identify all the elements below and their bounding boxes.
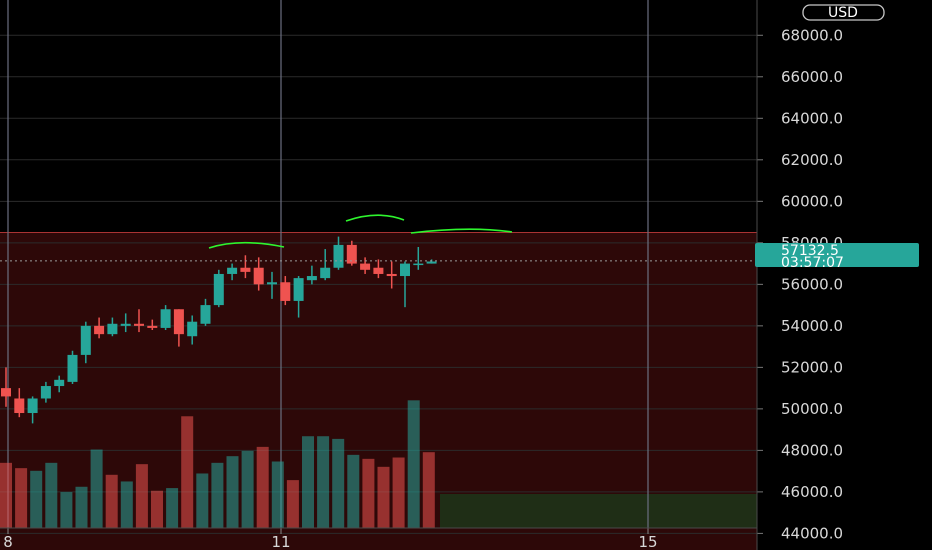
candle-body: [293, 278, 304, 301]
volume-bar: [226, 456, 239, 528]
price-tag: [755, 243, 919, 267]
candle-body: [280, 282, 291, 301]
volume-bar: [317, 436, 330, 528]
candle-body: [134, 323, 144, 326]
y-tick-label: 62000.0: [781, 151, 843, 169]
volume-bar: [151, 490, 163, 528]
volume-bar: [90, 449, 103, 528]
candle-body: [253, 267, 264, 285]
volume-bar: [377, 466, 390, 528]
candle-body: [333, 244, 344, 268]
x-tick-label: 15: [638, 533, 657, 550]
candle-body: [346, 244, 357, 264]
candle-body: [426, 261, 437, 264]
y-tick-label: 68000.0: [781, 26, 843, 44]
x-tick-label: 8: [3, 533, 13, 550]
candle-body: [160, 309, 171, 328]
y-tick-label: 44000.0: [781, 524, 843, 542]
y-tick-label: 64000.0: [781, 109, 843, 127]
candle-body: [27, 398, 38, 414]
volume-bar: [181, 416, 194, 528]
volume-bar: [407, 400, 420, 528]
y-tick-label: 46000.0: [781, 483, 843, 501]
y-tick-label: 50000.0: [781, 400, 843, 418]
y-tick-label: 66000.0: [781, 68, 843, 86]
candle-body: [373, 267, 384, 274]
candle-body: [213, 273, 224, 306]
y-tick-label: 52000.0: [781, 358, 843, 376]
candle-body: [267, 282, 277, 285]
candle-body: [173, 309, 184, 335]
y-tick-label: 56000.0: [781, 275, 843, 293]
volume-bar: [166, 488, 179, 528]
candle-body: [94, 325, 105, 335]
volume-bar: [30, 470, 43, 528]
volume-bar: [241, 450, 254, 528]
price-tag-price: 57132.5: [781, 243, 839, 259]
candle-body: [187, 321, 198, 337]
candle-body: [240, 267, 251, 272]
currency-badge[interactable]: [802, 4, 885, 21]
price-tag-countdown: 03:57:07: [781, 255, 844, 271]
candle-body: [147, 325, 158, 328]
candle-body: [1, 388, 11, 397]
candle-body: [227, 267, 238, 274]
green-zone: [440, 494, 757, 528]
y-tick-label: 54000.0: [781, 317, 843, 335]
candle-body: [360, 263, 371, 270]
volume-bar: [120, 481, 133, 528]
y-tick-label: 48000.0: [781, 441, 843, 459]
volume-bar: [271, 461, 284, 528]
candle-body: [386, 273, 397, 277]
volume-bar: [75, 486, 88, 528]
annotation-curve: [410, 228, 513, 234]
volume-bar: [302, 436, 314, 528]
candle-body: [40, 386, 51, 399]
volume-bar: [422, 452, 435, 528]
volume-bar: [60, 492, 73, 528]
volume-bar: [135, 464, 148, 528]
volume-bar: [15, 468, 28, 528]
annotation-curve: [208, 241, 285, 249]
volume-bar: [362, 458, 375, 528]
candle-body: [200, 305, 211, 324]
volume-bar: [256, 446, 269, 528]
volume-bar: [347, 454, 360, 528]
candle-body: [107, 323, 118, 335]
candle-body: [320, 267, 331, 279]
currency-label[interactable]: USD: [828, 5, 858, 21]
volume-bar: [286, 480, 299, 528]
y-tick-label: 60000.0: [781, 192, 843, 210]
x-tick-label: 11: [271, 533, 290, 550]
volume-bar: [196, 473, 209, 528]
candle-body: [14, 398, 25, 414]
volume-bar: [0, 462, 12, 528]
volume-bar: [392, 457, 405, 528]
candle-body: [80, 325, 91, 355]
volume-bar: [105, 474, 118, 528]
volume-bar: [45, 462, 58, 528]
volume-bar: [211, 462, 224, 528]
candle-body: [120, 323, 131, 326]
candle-body: [413, 263, 424, 266]
candle-body: [306, 276, 317, 281]
candle-body: [400, 263, 410, 277]
annotation-curve: [345, 214, 405, 222]
volume-bar: [332, 438, 345, 528]
candle-body: [67, 354, 78, 382]
candle-body: [54, 379, 65, 387]
